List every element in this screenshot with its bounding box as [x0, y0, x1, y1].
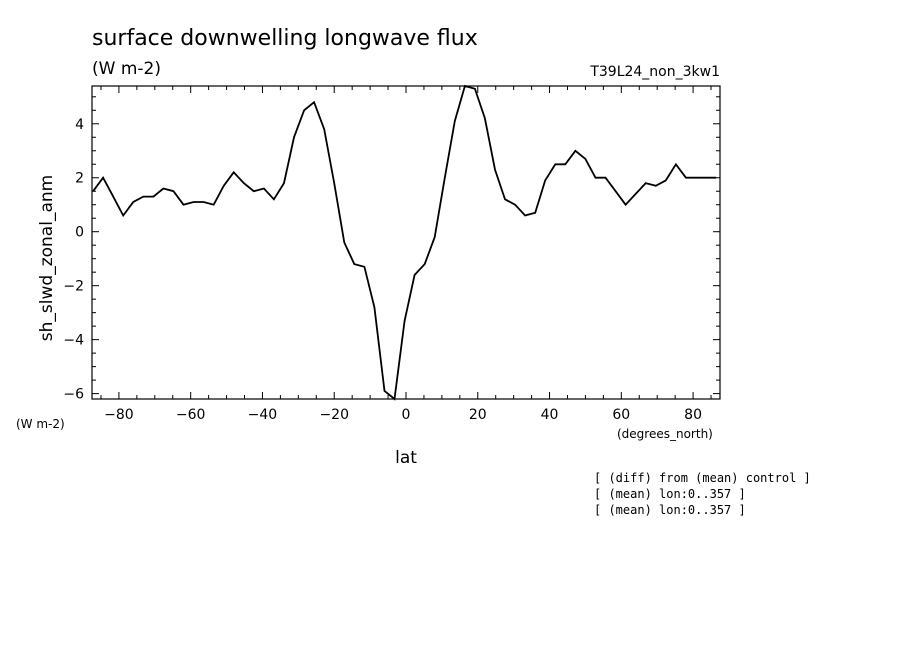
y-tick-label: −4 — [63, 333, 84, 349]
run-label: T39L24_non_3kw1 — [589, 64, 720, 80]
x-tick-label: −20 — [319, 407, 349, 423]
y-tick-label: 2 — [75, 171, 84, 187]
x-tick-label: 40 — [541, 407, 559, 423]
note-line-1: [ (diff) from (mean) control ] — [594, 471, 811, 485]
note-line-3: [ (mean) lon:0..357 ] — [594, 503, 746, 517]
y-axis-units: (W m-2) — [16, 417, 65, 431]
y-tick-label: 4 — [75, 117, 84, 133]
chart-title: surface downwelling longwave flux — [92, 26, 478, 51]
x-tick-label: 0 — [402, 407, 411, 423]
y-tick-label: 0 — [75, 225, 84, 241]
x-tick-label: 20 — [469, 407, 487, 423]
note-line-2: [ (mean) lon:0..357 ] — [594, 487, 746, 501]
x-tick-label: −40 — [248, 407, 278, 423]
x-axis-units: (degrees_north) — [617, 427, 713, 441]
y-axis-ticks: −6 −4 −2 0 2 4 — [63, 96, 720, 403]
x-tick-label: 80 — [684, 407, 702, 423]
x-axis-label: lat — [395, 448, 417, 468]
x-tick-label: 60 — [612, 407, 630, 423]
x-axis-ticks: −80 −60 −40 −20 0 20 40 60 80 — [100, 86, 712, 423]
y-tick-label: −6 — [63, 387, 84, 403]
x-tick-label: −60 — [176, 407, 206, 423]
series-line — [92, 84, 717, 401]
x-tick-label: −80 — [104, 407, 134, 423]
chart-subtitle: (W m-2) — [92, 59, 161, 79]
y-tick-label: −2 — [63, 279, 84, 295]
plot-frame — [91, 85, 721, 400]
y-axis-label: sh_slwd_zonal_anm — [37, 175, 57, 341]
